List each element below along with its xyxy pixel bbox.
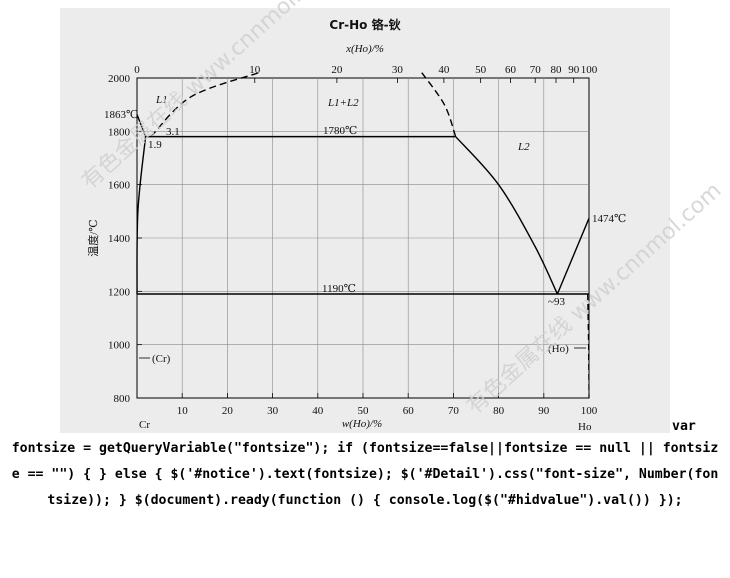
top-tick-label: 100 (581, 64, 598, 76)
phase-l1-label: L1 (155, 94, 168, 106)
bottom-tick-label: 20 (222, 405, 234, 417)
cr-melting-point-label: 1863℃ (104, 109, 138, 121)
top-tick-label: 40 (438, 64, 450, 76)
phase-diagram: Cr-Ho 铬-钬 x(Ho)/% 0 10 20 30 40 50 60 70 80 90 100… (77, 0, 726, 433)
y-tick-label: 800 (114, 393, 131, 405)
bottom-tick-labels: 10 20 30 40 50 60 70 80 90 100 (177, 405, 598, 417)
watermark-1: 有色金属在线 www.cnnmol.com (77, 0, 341, 194)
top-tick-label: 60 (505, 64, 517, 76)
bottom-tick-label: 100 (581, 405, 598, 417)
ho-melting-point-label: 1474℃ (592, 213, 626, 225)
bottom-tick-label: 10 (177, 405, 189, 417)
leaked-script-body: fontsize = getQueryVariable("fontsize");… (11, 441, 719, 508)
y-tick-label: 1400 (108, 233, 131, 245)
cr-solidus-curve (136, 136, 147, 295)
ho-solvus-dashed (587, 293, 590, 399)
bottom-tick-label: 90 (538, 405, 550, 417)
y-tick-label: 1000 (108, 340, 131, 352)
top-tick-label: 30 (392, 64, 404, 76)
leaked-script-text: fontsize = getQueryVariable("fontsize");… (8, 414, 722, 514)
miscibility-gap-right-dashed (421, 72, 457, 137)
top-tick-label: 0 (134, 64, 140, 76)
eutectic-composition-label: ~93 (548, 296, 565, 308)
miscibility-gap-left-dashed (150, 72, 260, 138)
top-tick-label: 80 (550, 64, 562, 76)
bottom-tick-label: 40 (312, 405, 324, 417)
bottom-tick-label: 50 (358, 405, 370, 417)
code-line-var: var (672, 419, 696, 434)
diagram-title: Cr-Ho 铬-钬 (329, 17, 401, 32)
bottom-tick-label: 30 (267, 405, 279, 417)
phase-cr-label: (Cr) (152, 353, 171, 365)
point-3-1-label: 3.1 (166, 126, 180, 138)
y-axis-label: 温度/℃ (86, 219, 100, 256)
cr-liquidus-curve (136, 114, 147, 137)
ho-liquidus-curve (556, 218, 590, 295)
top-axis-label: x(Ho)/% (345, 43, 384, 55)
gridlines (137, 78, 589, 398)
top-tick-labels: 0 10 20 30 40 50 60 70 80 90 100 (134, 64, 598, 76)
eutectic-temp-label: 1190℃ (322, 283, 356, 295)
top-tick-label: 20 (331, 64, 343, 76)
y-tick-labels: 2000 1800 1600 1400 1200 1000 800 (108, 73, 131, 405)
phase-ho-label: (Ho) (548, 343, 569, 355)
y-tick-label: 2000 (108, 73, 131, 85)
diagram-background (60, 8, 670, 433)
point-1-9-label: 1.9 (148, 139, 162, 151)
l2-liquidus-curve (455, 136, 559, 295)
bottom-tick-label: 70 (448, 405, 460, 417)
monotectic-temp-label: 1780℃ (323, 125, 357, 137)
phase-l1-l2-label: L1+L2 (327, 97, 359, 109)
y-tick-label: 1200 (108, 286, 131, 298)
phase-boundaries (136, 72, 590, 399)
bottom-tick-label: 80 (493, 405, 505, 417)
phase-l2-label: L2 (517, 141, 530, 153)
y-tick-label: 1600 (108, 180, 131, 192)
bottom-axis-label: w(Ho)/% (342, 418, 382, 430)
y-tick-label: 1800 (108, 126, 131, 138)
top-tick-label: 10 (249, 64, 261, 76)
left-element-label: Cr (139, 419, 150, 431)
bottom-tick-label: 60 (403, 405, 415, 417)
top-tick-label: 50 (475, 64, 487, 76)
right-element-label: Ho (578, 421, 592, 433)
top-tick-label: 90 (568, 64, 580, 76)
top-tick-label: 70 (530, 64, 542, 76)
